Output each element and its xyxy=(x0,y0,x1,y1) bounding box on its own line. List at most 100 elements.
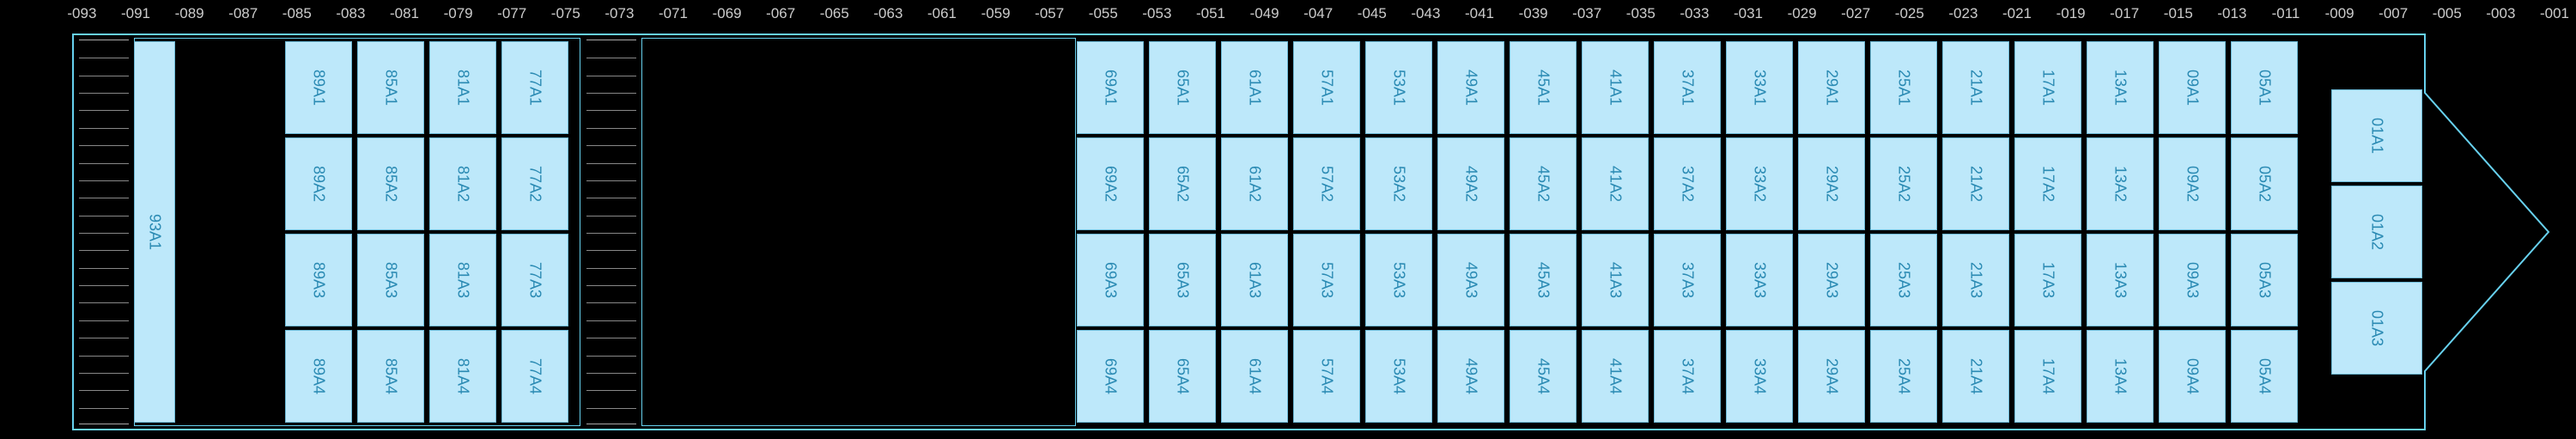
cargo-slot[interactable]: 53A2 xyxy=(1365,137,1432,230)
cargo-slot[interactable]: 41A2 xyxy=(1582,137,1649,230)
cargo-slot[interactable]: 01A2 xyxy=(2331,186,2422,278)
slot-label: 53A1 xyxy=(1390,70,1408,106)
cargo-slot[interactable]: 45A4 xyxy=(1510,330,1577,423)
slot-label: 65A1 xyxy=(1174,70,1192,106)
cargo-slot[interactable]: 33A3 xyxy=(1726,234,1793,326)
cargo-slot[interactable]: 45A2 xyxy=(1510,137,1577,230)
cargo-slot[interactable]: 69A1 xyxy=(1077,41,1144,134)
cargo-slot[interactable]: 53A4 xyxy=(1365,330,1432,423)
cargo-slot[interactable]: 05A1 xyxy=(2231,41,2298,134)
cargo-slot[interactable]: 09A3 xyxy=(2159,234,2226,326)
cargo-slot[interactable]: 65A3 xyxy=(1149,234,1216,326)
cargo-slot[interactable]: 25A3 xyxy=(1870,234,1937,326)
cargo-slot[interactable]: 33A1 xyxy=(1726,41,1793,134)
cargo-slot[interactable]: 61A2 xyxy=(1221,137,1288,230)
cargo-slot[interactable]: 13A2 xyxy=(2087,137,2154,230)
cargo-slot[interactable]: 21A4 xyxy=(1942,330,2009,423)
cargo-slot[interactable]: 37A2 xyxy=(1654,137,1721,230)
frame-label: -007 xyxy=(2379,5,2408,22)
cargo-slot[interactable]: 37A1 xyxy=(1654,41,1721,134)
frame-label: -031 xyxy=(1734,5,1763,22)
cargo-slot[interactable]: 61A1 xyxy=(1221,41,1288,134)
slot-label: 37A1 xyxy=(1679,70,1697,106)
cargo-slot[interactable]: 05A2 xyxy=(2231,137,2298,230)
cargo-slot[interactable]: 13A4 xyxy=(2087,330,2154,423)
cargo-slot[interactable]: 65A1 xyxy=(1149,41,1216,134)
cargo-slot[interactable]: 57A4 xyxy=(1293,330,1360,423)
hatch-area xyxy=(586,40,636,424)
cargo-slot[interactable]: 05A4 xyxy=(2231,330,2298,423)
bay-outline xyxy=(641,38,1076,426)
cargo-slot[interactable]: 65A4 xyxy=(1149,330,1216,423)
cargo-slot[interactable]: 25A4 xyxy=(1870,330,1937,423)
cargo-slot[interactable]: 41A3 xyxy=(1582,234,1649,326)
slot-label: 61A1 xyxy=(1246,70,1264,106)
cargo-slot[interactable]: 93A1 xyxy=(134,41,175,423)
cargo-slot[interactable]: 49A3 xyxy=(1437,234,1504,326)
cargo-slot[interactable]: 49A2 xyxy=(1437,137,1504,230)
cargo-slot[interactable]: 13A3 xyxy=(2087,234,2154,326)
cargo-slot[interactable]: 25A2 xyxy=(1870,137,1937,230)
cargo-slot[interactable]: 09A1 xyxy=(2159,41,2226,134)
slot-label: 13A3 xyxy=(2111,262,2129,298)
cargo-slot[interactable]: 69A3 xyxy=(1077,234,1144,326)
cargo-slot[interactable]: 17A3 xyxy=(2014,234,2081,326)
frame-label: -003 xyxy=(2486,5,2515,22)
cargo-slot[interactable]: 01A3 xyxy=(2331,282,2422,375)
cargo-slot[interactable]: 45A1 xyxy=(1510,41,1577,134)
cargo-slot[interactable]: 33A2 xyxy=(1726,137,1793,230)
cargo-slot[interactable]: 53A3 xyxy=(1365,234,1432,326)
slot-label: 33A3 xyxy=(1751,262,1769,298)
cargo-slot[interactable]: 29A1 xyxy=(1798,41,1865,134)
cargo-slot[interactable]: 69A2 xyxy=(1077,137,1144,230)
frame-label: -017 xyxy=(2110,5,2139,22)
slot-label: 61A4 xyxy=(1246,358,1264,394)
frame-label: -025 xyxy=(1895,5,1924,22)
cargo-slot[interactable]: 37A3 xyxy=(1654,234,1721,326)
frame-label: -047 xyxy=(1303,5,1333,22)
cargo-slot[interactable]: 21A3 xyxy=(1942,234,2009,326)
cargo-slot[interactable]: 49A4 xyxy=(1437,330,1504,423)
cargo-slot[interactable]: 37A4 xyxy=(1654,330,1721,423)
slot-label: 17A1 xyxy=(2039,70,2057,106)
cargo-slot[interactable]: 17A2 xyxy=(2014,137,2081,230)
frame-label: -051 xyxy=(1196,5,1225,22)
cargo-slot[interactable]: 05A3 xyxy=(2231,234,2298,326)
frame-label: -087 xyxy=(228,5,258,22)
slot-label: 09A2 xyxy=(2184,166,2202,202)
cargo-slot[interactable]: 41A1 xyxy=(1582,41,1649,134)
cargo-slot[interactable]: 17A4 xyxy=(2014,330,2081,423)
cargo-slot[interactable]: 25A1 xyxy=(1870,41,1937,134)
cargo-slot[interactable]: 69A4 xyxy=(1077,330,1144,423)
frame-label: -063 xyxy=(873,5,902,22)
cargo-slot[interactable]: 29A2 xyxy=(1798,137,1865,230)
slot-label: 09A4 xyxy=(2184,358,2202,394)
frame-label: -079 xyxy=(444,5,473,22)
cargo-slot[interactable]: 45A3 xyxy=(1510,234,1577,326)
cargo-slot[interactable]: 09A4 xyxy=(2159,330,2226,423)
cargo-slot[interactable]: 29A3 xyxy=(1798,234,1865,326)
cargo-slot[interactable]: 33A4 xyxy=(1726,330,1793,423)
frame-label: -039 xyxy=(1519,5,1548,22)
slot-label: 09A3 xyxy=(2184,262,2202,298)
cargo-slot[interactable]: 49A1 xyxy=(1437,41,1504,134)
cargo-slot[interactable]: 61A4 xyxy=(1221,330,1288,423)
cargo-slot[interactable]: 21A1 xyxy=(1942,41,2009,134)
slot-label: 41A1 xyxy=(1607,70,1625,106)
cargo-slot[interactable]: 41A4 xyxy=(1582,330,1649,423)
cargo-slot[interactable]: 57A1 xyxy=(1293,41,1360,134)
cargo-slot[interactable]: 01A1 xyxy=(2331,89,2422,182)
cargo-slot[interactable]: 57A3 xyxy=(1293,234,1360,326)
cargo-slot[interactable]: 61A3 xyxy=(1221,234,1288,326)
cargo-slot[interactable]: 09A2 xyxy=(2159,137,2226,230)
cargo-slot[interactable]: 53A1 xyxy=(1365,41,1432,134)
cargo-slot[interactable]: 13A1 xyxy=(2087,41,2154,134)
cargo-slot[interactable]: 65A2 xyxy=(1149,137,1216,230)
slot-label: 45A3 xyxy=(1534,262,1552,298)
cargo-slot[interactable]: 21A2 xyxy=(1942,137,2009,230)
cargo-slot[interactable]: 17A1 xyxy=(2014,41,2081,134)
slot-label: 05A1 xyxy=(2256,70,2274,106)
cargo-slot[interactable]: 29A4 xyxy=(1798,330,1865,423)
cargo-slot[interactable]: 57A2 xyxy=(1293,137,1360,230)
slot-label: 57A4 xyxy=(1318,358,1336,394)
